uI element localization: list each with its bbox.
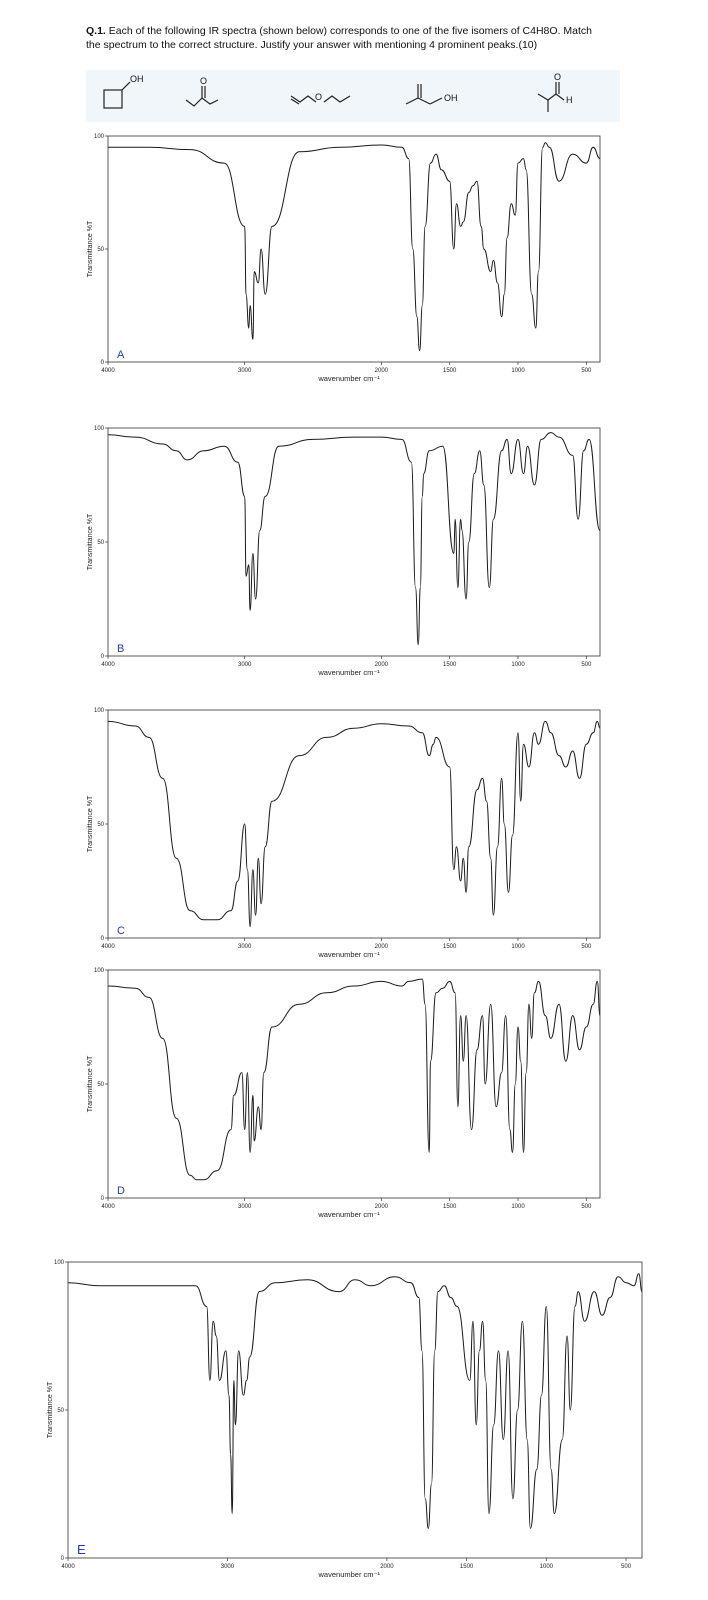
spectrum-trace [107,978,601,1181]
x-axis-label: wavenumber cm⁻¹ [317,374,380,383]
spectrum-trace [67,1273,643,1529]
plot-frame [107,427,601,657]
spectrum-trace [107,432,601,646]
x-tick-label: 1000 [511,944,525,950]
spectrum-trace [107,720,601,928]
y-axis-label: Transmittance %T [87,513,94,570]
y-tick-label: 50 [97,1082,104,1088]
y-tick-label: 0 [101,1196,105,1202]
butanone-structure [185,86,219,107]
x-tick-label: 4000 [101,944,115,950]
question-body: Each of the following IR spectra (shown … [86,25,592,51]
spectrum-label: D [117,1185,125,1197]
y-tick-label: 100 [54,1260,65,1266]
x-tick-label: 500 [581,662,592,668]
structure-label-4: OH [444,93,458,103]
x-tick-label: 2000 [375,1204,389,1210]
y-tick-label: 0 [101,360,105,366]
plot-frame [107,709,601,939]
x-tick-label: 3000 [238,1204,252,1210]
x-tick-label: 1500 [443,662,457,668]
structure-label-5: O [554,72,561,82]
x-tick-label: 1500 [443,368,457,374]
ir-spectrum-e: 4000 3000 2000 1500 1000 500 0 50 100 Transmittan… [47,1260,643,1579]
plot-frame [107,969,601,1199]
y-axis-label: Transmittance %T [87,1055,94,1112]
question-number: Q.1. [86,25,106,37]
y-axis-label: Transmittance %T [87,220,94,277]
spectrum-label: B [117,643,124,655]
x-tick-label: 1000 [511,368,525,374]
spectrum-label: A [117,349,125,361]
x-axis-label: wavenumber cm⁻¹ [317,950,380,959]
x-tick-label: 1500 [443,1204,457,1210]
y-tick-label: 50 [57,1408,64,1414]
y-tick-label: 100 [94,708,105,714]
structure-label-5b: H [566,95,573,105]
x-tick-label: 4000 [101,662,115,668]
y-tick-label: 0 [101,654,105,660]
methallyl-alcohol-structure [405,84,443,105]
spectrum-label: E [77,1542,86,1557]
y-tick-label: 0 [61,1556,65,1562]
structure-label-1: OH [130,74,144,84]
ethyl-vinyl-ether-structure [290,95,351,105]
y-axis-label: Transmittance %T [47,1381,54,1438]
x-tick-label: 1000 [511,1204,525,1210]
y-tick-label: 50 [97,822,104,828]
x-axis-label: wavenumber cm⁻¹ [317,668,380,677]
x-axis-label: wavenumber cm⁻¹ [317,1210,380,1219]
x-tick-label: 4000 [101,1204,115,1210]
x-tick-label: 3000 [238,368,252,374]
ir-spectrum-d: 4000 3000 2000 1500 1000 500 0 50 100 Transmittan… [87,968,601,1219]
y-tick-label: 50 [97,540,104,546]
isobutyraldehyde-structure [537,82,565,112]
x-tick-label: 1000 [540,1564,554,1570]
isomer-structures-panel: OH O O OH O H [86,70,620,122]
x-tick-label: 500 [581,368,592,374]
x-tick-label: 3000 [238,662,252,668]
x-tick-label: 3000 [221,1564,235,1570]
y-tick-label: 100 [94,134,105,140]
y-tick-label: 100 [94,968,105,974]
spectrum-label: C [117,925,125,937]
plot-frame [67,1261,643,1559]
cyclobutanol-structure [103,81,131,109]
y-tick-label: 100 [94,426,105,432]
x-tick-label: 4000 [101,368,115,374]
ir-spectrum-b: 4000 3000 2000 1500 1000 500 0 50 100 Transmittan… [87,426,601,677]
x-tick-label: 2000 [375,368,389,374]
x-tick-label: 1000 [511,662,525,668]
x-tick-label: 500 [581,944,592,950]
x-tick-label: 2000 [375,662,389,668]
x-tick-label: 4000 [61,1564,75,1570]
y-axis-label: Transmittance %T [87,795,94,852]
x-tick-label: 2000 [375,944,389,950]
structure-label-3: O [315,92,322,102]
x-tick-label: 3000 [238,944,252,950]
ir-spectrum-c: 4000 3000 2000 1500 1000 500 0 50 100 Transmittan… [87,708,601,959]
structure-label-2: O [200,76,207,86]
x-tick-label: 2000 [380,1564,394,1570]
spectrum-trace [108,142,601,352]
x-tick-label: 1500 [460,1564,474,1570]
x-tick-label: 500 [581,1204,592,1210]
y-tick-label: 0 [101,936,105,942]
x-axis-label: wavenumber cm⁻¹ [318,1570,381,1579]
x-tick-label: 1500 [443,944,457,950]
y-tick-label: 50 [97,247,104,253]
question-text: Q.1. Each of the following IR spectra (s… [86,24,606,52]
x-tick-label: 500 [621,1564,632,1570]
ir-spectrum-a: 4000 3000 2000 1500 1000 500 0 50 100 Transmittan… [87,134,601,383]
